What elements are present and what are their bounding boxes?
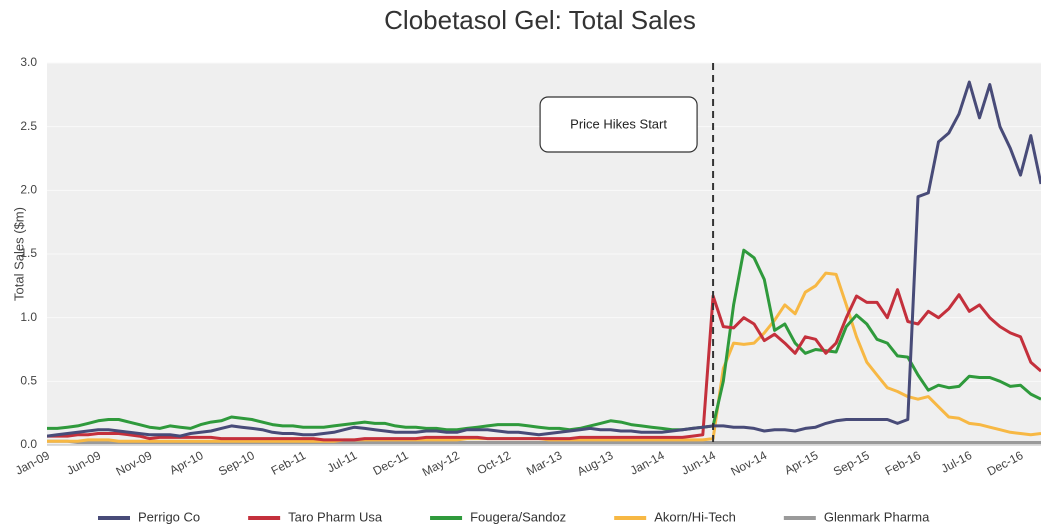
x-tick-label: Aug-13 xyxy=(575,448,616,479)
x-tick-label: Dec-16 xyxy=(985,448,1026,479)
x-tick-label: Jul-11 xyxy=(325,448,360,475)
x-tick-label: Apr-10 xyxy=(167,448,206,477)
x-tick-label: Jun-09 xyxy=(64,448,103,478)
y-tick-label: 3.0 xyxy=(20,55,37,69)
y-axis-label: Total Sales ($m) xyxy=(11,207,26,301)
x-tick-label: Feb-16 xyxy=(883,448,923,478)
y-tick-label: 0.0 xyxy=(20,437,37,451)
x-tick-label: Mar-13 xyxy=(524,448,564,478)
y-tick-label: 0.5 xyxy=(20,374,37,388)
legend-label: Fougera/Sandoz xyxy=(470,509,566,524)
y-tick-label: 1.5 xyxy=(20,246,37,260)
x-tick-label: Nov-14 xyxy=(728,448,769,479)
chart-title: Clobetasol Gel: Total Sales xyxy=(384,5,696,35)
x-tick-label: Feb-11 xyxy=(269,448,309,478)
x-tick-label: Jan-14 xyxy=(628,448,667,478)
x-tick-label: Sep-10 xyxy=(216,448,257,479)
x-tick-label: Jun-14 xyxy=(679,448,718,478)
x-tick-label: Jul-16 xyxy=(939,448,975,476)
series-line xyxy=(47,288,1041,442)
series-line xyxy=(47,248,1041,432)
x-tick-label: Oct-12 xyxy=(475,448,514,477)
x-tick-label: Apr-15 xyxy=(782,448,821,477)
y-tick-label: 2.0 xyxy=(20,183,37,197)
y-tick-label: 1.0 xyxy=(20,310,37,324)
legend-label: Taro Pharm Usa xyxy=(288,509,383,524)
legend-label: Perrigo Co xyxy=(138,509,200,524)
x-tick-label: Sep-15 xyxy=(831,448,872,479)
x-tick-label: Dec-11 xyxy=(371,448,411,478)
legend-label: Glenmark Pharma xyxy=(824,509,930,524)
x-tick-label: May-12 xyxy=(420,448,462,479)
y-tick-label: 2.5 xyxy=(20,119,37,133)
lines xyxy=(47,80,1041,444)
series-line xyxy=(47,80,1041,438)
x-tick-label: Jan-09 xyxy=(13,448,52,478)
annotation-text: Price Hikes Start xyxy=(570,116,667,131)
legend-label: Akorn/Hi-Tech xyxy=(654,509,736,524)
x-tick-label: Nov-09 xyxy=(114,448,155,479)
annotation-box xyxy=(539,96,698,153)
